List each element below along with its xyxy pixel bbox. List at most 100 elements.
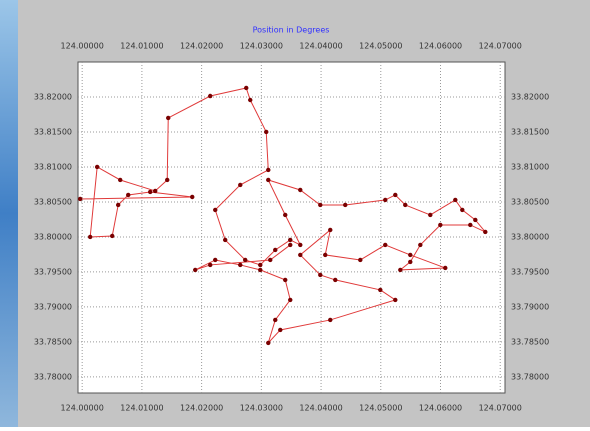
- x-tick-label: 124.02000: [180, 404, 223, 413]
- x-tick-label: 124.01000: [120, 404, 163, 413]
- track-point: [418, 243, 422, 247]
- x-tick-label: 124.07000: [479, 42, 522, 51]
- y-tick-label: 33.78000: [34, 372, 72, 381]
- y-tick-label: 33.81000: [34, 162, 72, 171]
- track-point: [213, 258, 217, 262]
- track-point: [358, 258, 362, 262]
- track-point: [468, 223, 472, 227]
- track-point: [283, 278, 287, 282]
- y-tick-label: 33.82000: [511, 92, 549, 101]
- track-point: [318, 273, 322, 277]
- track-point: [153, 189, 157, 193]
- x-tick-label: 124.00000: [61, 404, 104, 413]
- track-point: [383, 243, 387, 247]
- x-tick-label: 124.05000: [359, 42, 402, 51]
- track-point: [383, 198, 387, 202]
- x-tick-label: 124.04000: [299, 42, 342, 51]
- track-point: [298, 253, 302, 257]
- chart-title: Position in Degrees: [253, 26, 330, 35]
- track-point: [268, 258, 272, 262]
- x-tick-label: 124.03000: [240, 42, 283, 51]
- y-tick-label: 33.81500: [34, 127, 72, 136]
- track-point: [243, 258, 247, 262]
- track-point: [78, 197, 82, 201]
- track-point: [408, 260, 412, 264]
- track-point: [408, 253, 412, 257]
- track-point: [208, 94, 212, 98]
- y-tick-label: 33.79500: [511, 267, 549, 276]
- x-tick-label: 124.01000: [120, 42, 163, 51]
- track-point: [266, 168, 270, 172]
- y-tick-label: 33.82000: [34, 92, 72, 101]
- track-point: [298, 188, 302, 192]
- track-point: [428, 213, 432, 217]
- y-tick-label: 33.80500: [34, 197, 72, 206]
- track-point: [288, 243, 292, 247]
- y-tick-label: 33.78500: [511, 337, 549, 346]
- x-tick-label: 124.06000: [419, 42, 462, 51]
- y-tick-label: 33.81000: [511, 162, 549, 171]
- track-point: [165, 178, 169, 182]
- track-point: [110, 234, 114, 238]
- track-point: [244, 86, 248, 90]
- track-point: [116, 203, 120, 207]
- track-point: [443, 266, 447, 270]
- track-point: [88, 235, 92, 239]
- track-point: [318, 203, 322, 207]
- track-point: [264, 130, 268, 134]
- track-point: [343, 203, 347, 207]
- track-point: [298, 243, 302, 247]
- y-tick-label: 33.80000: [34, 232, 72, 241]
- track-point: [403, 203, 407, 207]
- y-tick-label: 33.78500: [34, 337, 72, 346]
- track-point: [453, 198, 457, 202]
- x-tick-label: 124.02000: [180, 42, 223, 51]
- track-point: [328, 228, 332, 232]
- track-point: [328, 318, 332, 322]
- track-point: [238, 183, 242, 187]
- track-point: [266, 178, 270, 182]
- track-point: [288, 298, 292, 302]
- y-tick-label: 33.81500: [511, 127, 549, 136]
- chart: Position in Degrees 124.00000 124.00000 12…: [0, 0, 590, 427]
- x-tick-label: 124.04000: [299, 404, 342, 413]
- y-tick-label: 33.79000: [34, 302, 72, 311]
- x-tick-label: 124.03000: [240, 404, 283, 413]
- track-point: [283, 213, 287, 217]
- x-tick-label: 124.06000: [419, 404, 462, 413]
- track-point: [193, 268, 197, 272]
- track-point: [273, 318, 277, 322]
- y-tick-label: 33.78000: [511, 372, 549, 381]
- track-point: [213, 208, 217, 212]
- track-point: [288, 238, 292, 242]
- track-point: [223, 238, 227, 242]
- y-tick-label: 33.80000: [511, 232, 549, 241]
- track-point: [460, 208, 464, 212]
- track-point: [238, 263, 242, 267]
- track-point: [398, 268, 402, 272]
- track-point: [166, 116, 170, 120]
- x-tick-label: 124.05000: [359, 404, 402, 413]
- track-point: [248, 98, 252, 102]
- track-point: [278, 328, 282, 332]
- y-tick-label: 33.79500: [34, 267, 72, 276]
- track-point: [266, 341, 270, 345]
- track-point: [208, 263, 212, 267]
- track-point: [483, 230, 487, 234]
- track-point: [273, 248, 277, 252]
- track-point: [323, 253, 327, 257]
- track-point: [95, 165, 99, 169]
- track-point: [190, 195, 194, 199]
- track-point: [393, 298, 397, 302]
- track-point: [473, 218, 477, 222]
- x-tick-label: 124.00000: [61, 42, 104, 51]
- track-point: [118, 178, 122, 182]
- track-point: [258, 263, 262, 267]
- track-point: [258, 268, 262, 272]
- track-point: [333, 278, 337, 282]
- y-tick-label: 33.79000: [511, 302, 549, 311]
- x-tick-label: 124.07000: [479, 404, 522, 413]
- side-image: [0, 0, 18, 427]
- track-point: [438, 223, 442, 227]
- track-point: [378, 288, 382, 292]
